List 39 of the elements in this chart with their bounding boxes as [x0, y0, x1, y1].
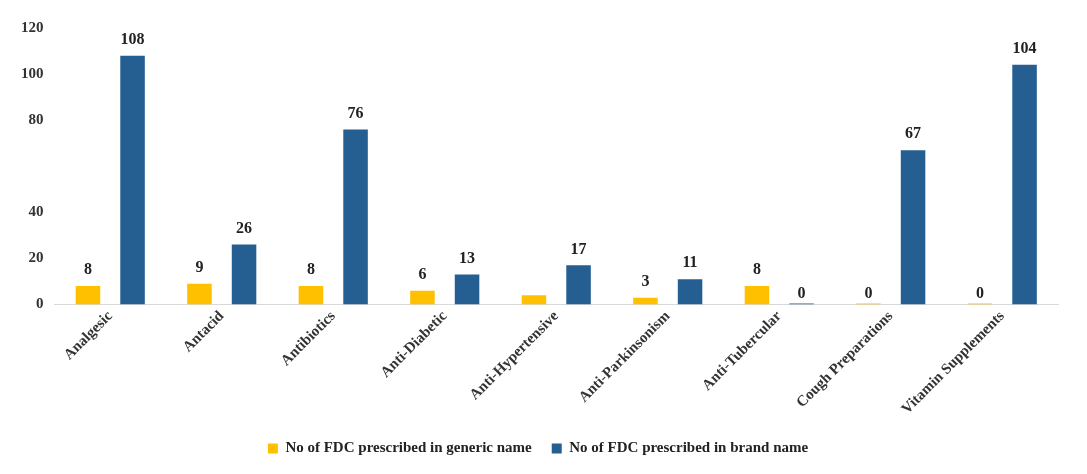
data-label: 8	[83, 260, 92, 278]
data-label: 8	[306, 260, 315, 278]
data-label: 108	[120, 29, 145, 47]
bar	[744, 286, 770, 305]
bar	[677, 279, 703, 305]
data-label: 26	[236, 218, 253, 236]
data-label: 0	[797, 283, 806, 301]
y-tick-label: 100	[21, 64, 44, 81]
y-tick-label: 80	[28, 111, 44, 128]
bar	[454, 274, 480, 305]
legend-label: No of FDC prescribed in brand name	[569, 439, 809, 456]
y-tick-label: 120	[21, 18, 44, 35]
data-label: 17	[570, 239, 587, 257]
bar	[521, 295, 547, 305]
data-label: 9	[195, 257, 204, 275]
bar	[231, 244, 257, 305]
bar	[566, 265, 591, 305]
data-label: 11	[682, 253, 698, 271]
data-label: 104	[1012, 39, 1037, 57]
bar	[187, 283, 212, 305]
y-tick-label: 40	[28, 203, 44, 220]
bar	[343, 129, 368, 305]
bar	[410, 290, 435, 305]
legend-label: No of FDC prescribed in generic name	[285, 439, 533, 456]
bar	[75, 286, 101, 305]
data-label: 8	[752, 260, 761, 278]
data-label: 13	[459, 248, 476, 266]
bar	[298, 286, 324, 305]
data-label: 0	[975, 283, 984, 301]
bar	[1012, 64, 1037, 305]
data-label: 6	[418, 264, 427, 282]
y-tick-label: 0	[36, 295, 44, 312]
data-label: 76	[347, 103, 364, 121]
y-tick-label: 20	[28, 249, 44, 266]
data-label: 67	[905, 124, 922, 142]
bar	[120, 55, 145, 305]
data-label: 3	[641, 271, 650, 289]
bar	[900, 150, 926, 305]
data-label: 0	[864, 283, 873, 301]
